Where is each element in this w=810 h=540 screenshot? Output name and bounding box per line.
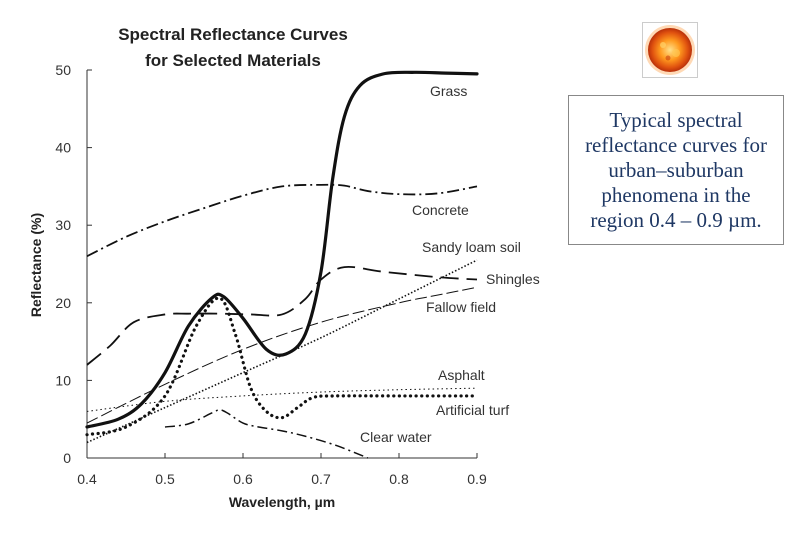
x-tick-label: 0.8 — [389, 471, 409, 487]
series-line-clear-water — [164, 409, 369, 459]
y-tick-label: 40 — [55, 140, 71, 156]
series-label-clear-water: Clear water — [360, 429, 432, 445]
y-tick-label: 50 — [55, 62, 71, 78]
series-label-sandy-loam-soil: Sandy loam soil — [422, 239, 521, 255]
series-label-artificial-turf: Artificial turf — [436, 402, 509, 418]
caption-text: Typical spectral reflectance curves for … — [585, 107, 767, 232]
series-line-shingles — [86, 265, 478, 366]
axes: 0.4 0.5 0.6 0.7 0.8 0.9 0 10 20 30 40 50 — [55, 62, 487, 487]
sun-icon — [642, 22, 698, 78]
y-tick-label: 10 — [55, 372, 71, 388]
x-tick-label: 0.6 — [233, 471, 253, 487]
y-tick-label: 30 — [55, 217, 71, 233]
series-label-fallow-field: Fallow field — [426, 299, 496, 315]
y-tick-label: 0 — [63, 450, 71, 466]
series-layer — [85, 70, 479, 459]
series-line-artificial-turf — [85, 296, 479, 437]
series-line-concrete — [86, 183, 478, 258]
series-label-asphalt: Asphalt — [438, 367, 485, 383]
series-line-asphalt — [86, 387, 478, 412]
series-label-concrete: Concrete — [412, 202, 469, 218]
series-line-sandy-loam-soil — [86, 259, 478, 444]
y-tick-label: 20 — [55, 295, 71, 311]
series-line-grass — [85, 70, 479, 429]
x-tick-label: 0.7 — [311, 471, 331, 487]
caption-box: Typical spectral reflectance curves for … — [568, 95, 784, 245]
series-line-fallow-field — [86, 286, 478, 424]
chart-title-line2: for Selected Materials — [145, 51, 321, 70]
reflectance-chart: Spectral Reflectance Curves for Selected… — [28, 25, 540, 510]
x-axis-label: Wavelength, µm — [229, 494, 335, 510]
x-tick-label: 0.5 — [155, 471, 175, 487]
y-axis-label: Reflectance (%) — [28, 213, 44, 317]
series-labels: Grass Concrete Sandy loam soil Shingles … — [360, 83, 540, 445]
x-tick-label: 0.9 — [467, 471, 487, 487]
x-tick-label: 0.4 — [77, 471, 97, 487]
series-label-shingles: Shingles — [486, 271, 540, 287]
chart-title-line1: Spectral Reflectance Curves — [118, 25, 348, 44]
series-label-grass: Grass — [430, 83, 467, 99]
